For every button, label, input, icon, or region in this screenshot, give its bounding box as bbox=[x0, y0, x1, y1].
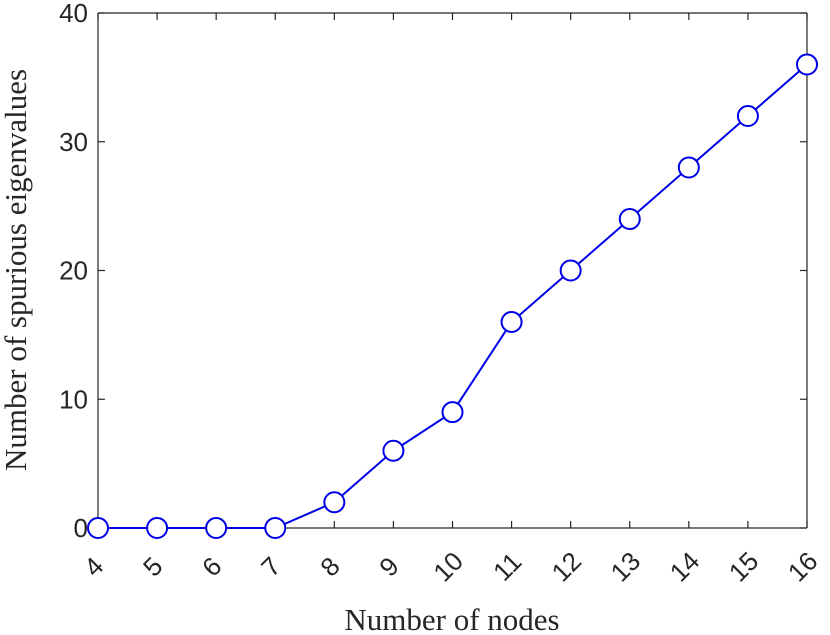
data-point bbox=[796, 53, 818, 76]
x-tick-label: 13 bbox=[605, 546, 647, 588]
x-tick-label: 11 bbox=[487, 546, 527, 586]
data-point bbox=[736, 105, 759, 127]
x-tick-label: 5 bbox=[137, 551, 168, 582]
y-tick-label: 40 bbox=[59, 0, 88, 28]
x-tick-label: 15 bbox=[723, 546, 765, 588]
x-tick-label: 6 bbox=[196, 551, 227, 582]
data-point bbox=[323, 491, 346, 514]
y-tick-label: 20 bbox=[59, 256, 88, 286]
data-point bbox=[264, 517, 287, 539]
data-point bbox=[382, 439, 405, 462]
x-tick-label: 9 bbox=[373, 551, 404, 582]
data-point bbox=[500, 311, 523, 333]
series-layer bbox=[87, 53, 818, 539]
data-point bbox=[205, 517, 228, 539]
y-tick-label: 10 bbox=[59, 384, 88, 414]
y-tick-label: 0 bbox=[74, 513, 88, 543]
data-point bbox=[441, 401, 464, 424]
data-point bbox=[146, 517, 169, 539]
plot-area bbox=[98, 13, 807, 528]
y-tick-label: 30 bbox=[59, 127, 88, 157]
data-point bbox=[87, 517, 109, 539]
x-tick-label: 12 bbox=[545, 546, 587, 588]
y-axis-label: Number of spurious eigenvalues bbox=[0, 69, 33, 471]
x-tick-label: 8 bbox=[314, 551, 345, 582]
x-tick-label: 14 bbox=[664, 546, 706, 588]
x-tick-label: 10 bbox=[427, 546, 469, 588]
data-point bbox=[677, 156, 700, 179]
x-axis-label: Number of nodes bbox=[344, 602, 559, 635]
x-tick-label: 16 bbox=[782, 546, 824, 588]
x-tick-label: 7 bbox=[255, 551, 286, 582]
data-point bbox=[559, 259, 582, 282]
data-point bbox=[618, 208, 641, 230]
x-tick-label: 4 bbox=[78, 551, 109, 582]
